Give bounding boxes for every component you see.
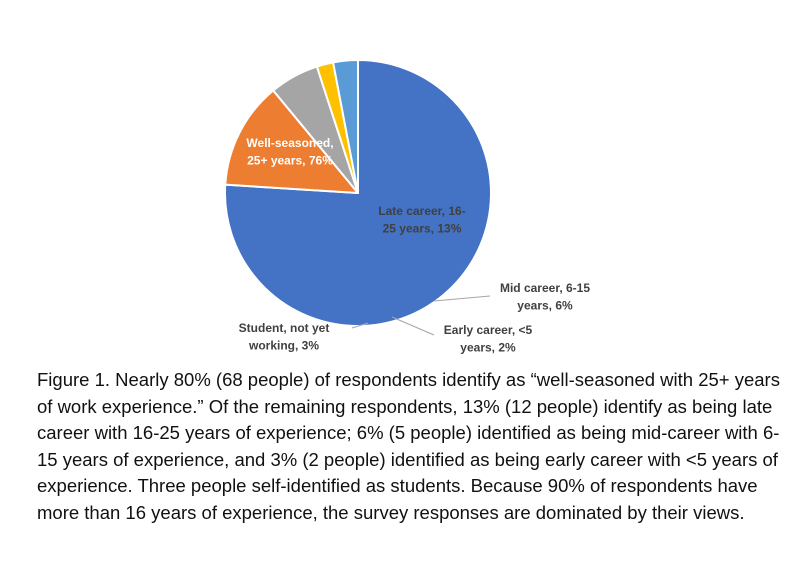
pie-chart: Well-seasoned, 25+ years, 76% Late career,… <box>224 59 590 354</box>
data-label-student: Student, not yet working, 3% <box>239 321 330 352</box>
pie-slice-well-seasoned <box>224 59 492 327</box>
data-label-early-career: Early career, <5 years, 2% <box>444 323 533 354</box>
leader-line-student <box>351 322 369 329</box>
figure-caption: Figure 1. Nearly 80% (68 people) of resp… <box>37 369 780 523</box>
leader-line-mid-career <box>433 295 491 302</box>
data-label-late-career: Late career, 16-25 years, 13% <box>378 204 465 235</box>
pie-slice-student <box>332 59 359 194</box>
data-label-mid-career: Mid career, 6-15 years, 6% <box>500 281 590 312</box>
leader-line-early-career <box>391 316 435 336</box>
data-label-well-seasoned: Well-seasoned, 25+ years, 76% <box>246 136 333 167</box>
pie-slice-late-career <box>224 89 359 194</box>
